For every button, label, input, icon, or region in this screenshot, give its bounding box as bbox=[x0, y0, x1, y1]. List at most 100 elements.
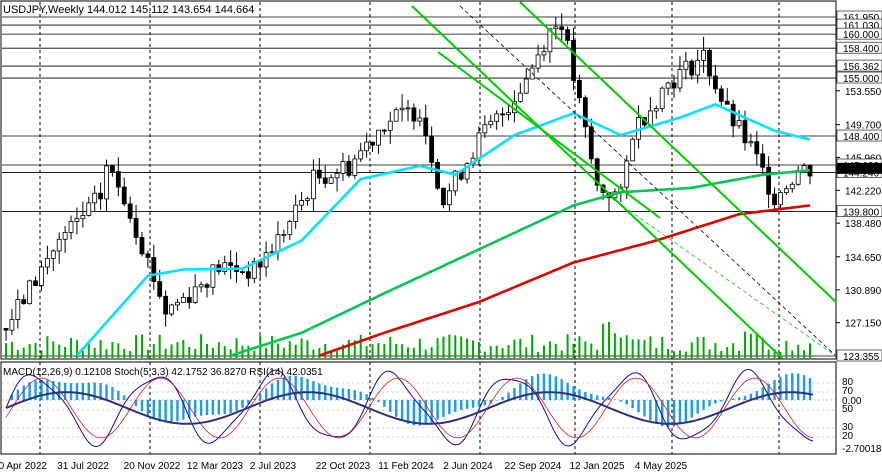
candle-body bbox=[358, 150, 364, 160]
candle-body bbox=[671, 82, 677, 89]
candle-body bbox=[210, 264, 216, 288]
ma-fast-line bbox=[75, 102, 811, 357]
candle-body bbox=[328, 177, 334, 184]
ind-axis-30: 30 bbox=[842, 422, 854, 433]
candle-body bbox=[429, 135, 435, 163]
price-tick-label: 149.700 bbox=[845, 121, 882, 132]
trend-channels bbox=[411, 1, 837, 359]
candle-body bbox=[488, 120, 494, 126]
candle-body bbox=[760, 153, 766, 168]
time-axis: 10 Apr 2022 31 Jul 2022 20 Nov 2022 12 Mar … bbox=[0, 461, 688, 472]
candle-body bbox=[115, 171, 121, 188]
ma-slow-line bbox=[318, 204, 811, 357]
candle-body bbox=[683, 60, 689, 70]
price-level-label: 155.000 bbox=[843, 74, 880, 85]
price-level-box bbox=[836, 27, 882, 40]
ind-axis-20: 20 bbox=[842, 431, 854, 442]
channel-dashed-green bbox=[599, 189, 837, 357]
candle-body bbox=[175, 301, 180, 306]
candle-body bbox=[707, 49, 712, 77]
candle-body bbox=[80, 215, 86, 220]
candle-body bbox=[423, 117, 429, 137]
candle-body bbox=[547, 28, 553, 53]
candle-body bbox=[74, 218, 80, 222]
candle-body bbox=[186, 297, 192, 303]
candle-body bbox=[110, 165, 115, 172]
candle-body bbox=[151, 257, 157, 282]
candle-body bbox=[695, 59, 701, 76]
price-level-label: 148.400 bbox=[843, 132, 880, 143]
candle-body bbox=[523, 78, 529, 94]
candle-body bbox=[500, 113, 505, 116]
price-tick-label: 153.550 bbox=[845, 87, 882, 98]
candle-body bbox=[387, 120, 393, 131]
price-level-label: 156.362 bbox=[843, 62, 880, 73]
price-tick-label: 134.650 bbox=[845, 253, 882, 264]
candle-body bbox=[204, 284, 210, 288]
candle-body bbox=[381, 129, 387, 132]
candle-body bbox=[701, 49, 706, 61]
candle-body bbox=[730, 103, 736, 127]
candle-body bbox=[630, 138, 636, 162]
candle-body bbox=[736, 120, 742, 127]
candle-body bbox=[772, 193, 777, 206]
candle-body bbox=[56, 238, 62, 252]
candle-body bbox=[541, 51, 547, 56]
price-level-label: 158.400 bbox=[843, 44, 880, 55]
candle-body bbox=[659, 87, 665, 109]
candle-body bbox=[506, 112, 511, 116]
channel-line-upper bbox=[519, 1, 837, 303]
current-price-box bbox=[837, 162, 882, 174]
time-tick-label: 12 Mar 2023 bbox=[187, 461, 244, 472]
candle-body bbox=[624, 160, 630, 188]
candle-body bbox=[352, 158, 358, 176]
candle-body bbox=[571, 40, 576, 81]
candle-body bbox=[145, 253, 151, 258]
ind-axis-50: 50 bbox=[842, 404, 854, 415]
price-level-label: 139.800 bbox=[843, 208, 880, 219]
candle-body bbox=[665, 82, 671, 89]
candle-body bbox=[263, 252, 269, 268]
candle-body bbox=[27, 280, 33, 305]
candle-body bbox=[198, 284, 204, 288]
candle-body bbox=[553, 26, 559, 30]
candle-body bbox=[245, 271, 251, 279]
time-tick-label: 31 Jul 2022 bbox=[57, 461, 109, 472]
price-tick-label: 130.890 bbox=[845, 286, 882, 297]
candle-body bbox=[322, 177, 328, 184]
candle-body bbox=[15, 299, 21, 320]
candle-body bbox=[33, 280, 38, 286]
candle-body bbox=[517, 92, 523, 102]
candle-body bbox=[754, 141, 760, 155]
ma-mid-line bbox=[230, 169, 811, 357]
candle-body bbox=[452, 170, 458, 192]
candle-body bbox=[21, 299, 27, 305]
candle-body bbox=[104, 165, 109, 200]
price-level-label: 161.950 bbox=[843, 13, 880, 24]
candle-body bbox=[287, 221, 293, 235]
candle-body bbox=[718, 88, 724, 102]
price-level-label: 123.355 bbox=[843, 352, 880, 363]
ind-axis-80: 80 bbox=[842, 377, 854, 388]
candle-body bbox=[157, 281, 163, 297]
candle-body bbox=[86, 202, 92, 216]
time-tick-label: 20 Nov 2022 bbox=[124, 461, 181, 472]
price-tick-label: 127.150 bbox=[845, 319, 882, 330]
candle-body bbox=[316, 169, 322, 179]
candle-body bbox=[180, 297, 186, 303]
candle-body bbox=[494, 113, 500, 122]
candle-body bbox=[281, 234, 287, 236]
ind-axis-70: 70 bbox=[842, 386, 854, 397]
price-level-box bbox=[836, 205, 882, 217]
candle-body bbox=[647, 110, 653, 126]
candle-body bbox=[565, 29, 571, 41]
ind-axis-zero: 0.00 bbox=[842, 396, 862, 407]
candle-body bbox=[724, 100, 730, 105]
channel-line-middle bbox=[411, 5, 783, 359]
candle-body bbox=[653, 108, 659, 112]
stoch-main-line bbox=[5, 368, 814, 448]
price-level-label: 144.240 bbox=[843, 169, 880, 180]
candle-body bbox=[742, 120, 748, 144]
candle-body bbox=[399, 107, 405, 111]
